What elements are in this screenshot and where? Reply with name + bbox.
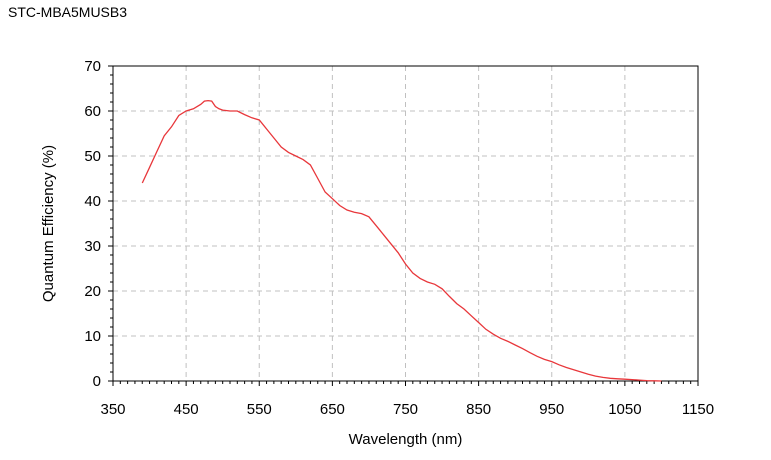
x-tick-label: 350	[100, 401, 125, 418]
chart-title: STC-MBA5MUSB3	[8, 4, 128, 20]
x-axis-ticks: 350 450 550 650 750 850 950 1050 1150	[100, 381, 714, 418]
y-tick-label: 60	[84, 103, 101, 120]
y-tick-label: 0	[93, 373, 101, 390]
y-axis-ticks: 0 10 20 30 40 50 60 70	[84, 58, 113, 390]
qe-curve-line	[141, 99, 662, 382]
y-tick-label: 70	[84, 58, 101, 75]
series-layer	[141, 99, 662, 382]
x-tick-label: 1050	[608, 401, 641, 418]
grid-lines	[113, 66, 698, 381]
y-tick-label: 50	[84, 148, 101, 165]
x-tick-label: 1150	[682, 401, 714, 418]
y-axis-label: Quantum Efficiency (%)	[40, 145, 57, 302]
y-tick-label: 10	[84, 328, 101, 345]
x-tick-label: 550	[247, 401, 272, 418]
y-tick-label: 20	[84, 283, 101, 300]
x-tick-label: 950	[539, 401, 564, 418]
y-tick-label: 40	[84, 193, 101, 210]
y-tick-label: 30	[84, 238, 101, 255]
x-tick-label: 650	[320, 401, 345, 418]
x-axis-label: Wavelength (nm)	[349, 431, 463, 448]
x-tick-label: 850	[466, 401, 491, 418]
x-tick-label: 450	[174, 401, 199, 418]
x-tick-label: 750	[393, 401, 418, 418]
